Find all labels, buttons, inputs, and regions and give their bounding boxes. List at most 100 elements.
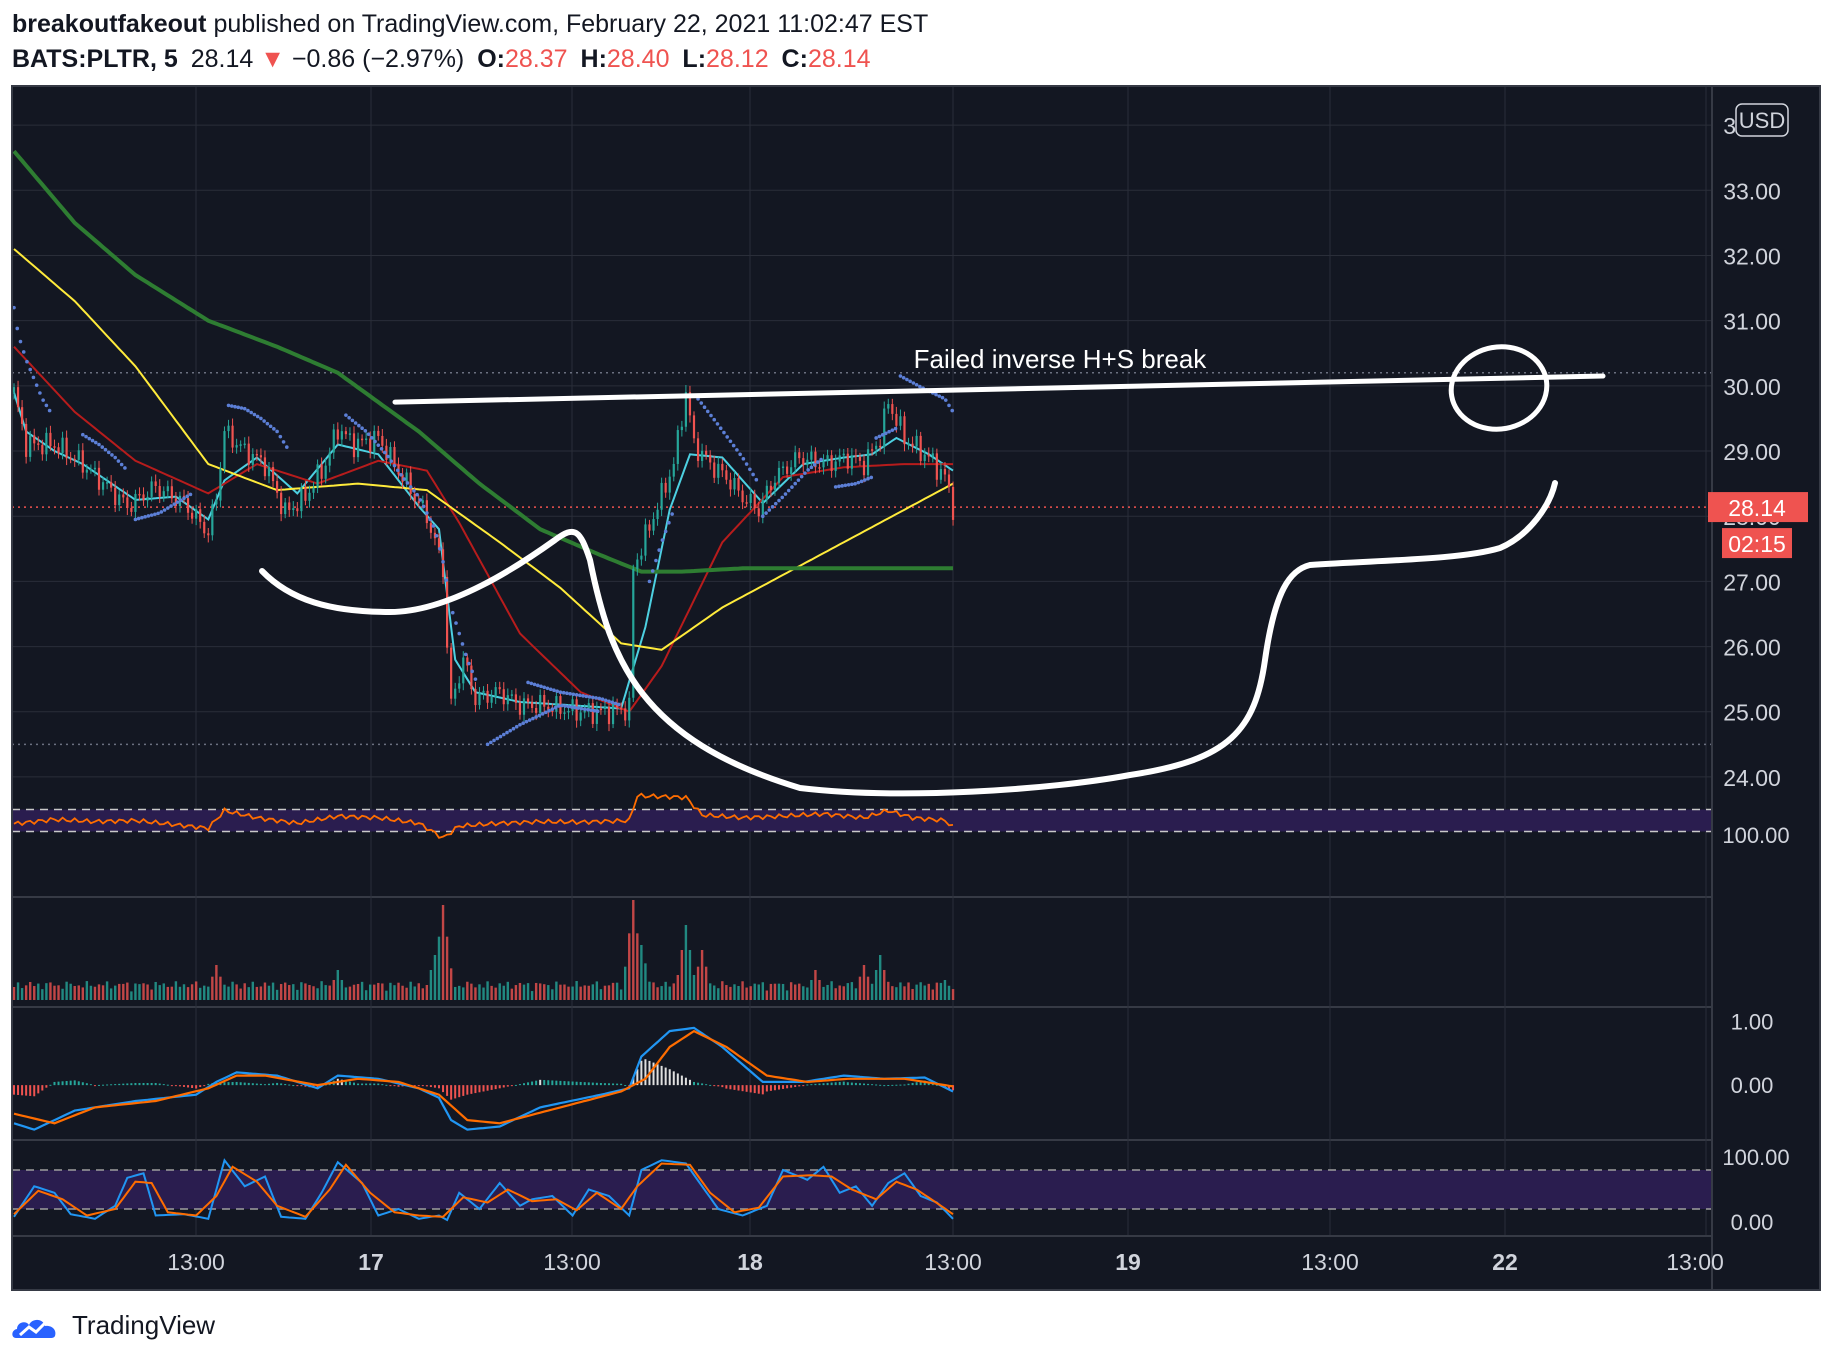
macd-histogram-bar	[490, 1085, 493, 1090]
macd-histogram-bar	[535, 1080, 538, 1086]
psar-dot	[850, 482, 854, 487]
macd-histogram-bar	[935, 1084, 938, 1086]
candle-body	[25, 423, 28, 457]
volume-bar	[65, 981, 68, 1000]
psar-dot	[527, 718, 532, 722]
psar-dot	[610, 700, 615, 705]
psar-dot	[793, 481, 797, 486]
volume-bar	[97, 984, 101, 1000]
volume-bar	[486, 981, 489, 1000]
candle-body	[324, 465, 327, 479]
volume-bar	[547, 985, 550, 1000]
macd-histogram-bar	[587, 1082, 590, 1086]
macd-histogram-bar	[191, 1085, 194, 1088]
macd-histogram-bar	[381, 1084, 384, 1086]
psar-dot	[169, 504, 173, 508]
volume-bar	[725, 985, 728, 1000]
macd-histogram-bar	[773, 1085, 776, 1091]
psar-dot	[149, 513, 154, 517]
volume-bar	[587, 985, 590, 1000]
tradingview-logo-icon	[12, 1319, 56, 1338]
volume-bar	[364, 990, 368, 1000]
volume-bar	[838, 985, 841, 1000]
volume-bar	[858, 976, 862, 1000]
candle-body	[304, 487, 307, 501]
macd-histogram-bar	[93, 1085, 96, 1087]
macd-histogram-bar	[433, 1085, 436, 1088]
psar-dot	[15, 326, 20, 331]
candle-body	[97, 467, 101, 490]
volume-bar	[223, 984, 226, 1000]
psar-dot	[133, 517, 138, 522]
candle-body	[231, 425, 234, 448]
tradingview-branding[interactable]: TradingView	[10, 1308, 215, 1342]
chart-canvas[interactable]: Failed inverse H+S break34.0033.0032.003…	[0, 0, 1832, 1300]
macd-histogram-bar	[838, 1081, 841, 1086]
macd-histogram-bar	[579, 1081, 582, 1086]
volume-bar	[158, 985, 161, 1000]
volume-bar	[818, 980, 821, 1000]
volume-bar	[777, 983, 781, 1000]
psar-dot	[531, 716, 535, 721]
psar-dot	[901, 375, 906, 380]
candle-body	[838, 455, 841, 462]
psar-dot	[229, 404, 234, 408]
volume-bar	[757, 984, 760, 1000]
psar-dot	[460, 642, 465, 646]
volume-bar	[320, 981, 323, 1000]
macd-histogram-bar	[879, 1084, 882, 1086]
candle-body	[875, 445, 878, 450]
psar-dot	[236, 405, 241, 410]
macd-histogram-bar	[385, 1084, 388, 1086]
psar-dot	[405, 481, 410, 485]
volume-bar	[69, 983, 72, 1000]
volume-bar	[397, 982, 400, 1000]
volume-bar	[530, 991, 534, 1000]
candle-body	[603, 706, 607, 710]
volume-bar	[219, 976, 222, 1000]
candle-body	[134, 493, 137, 512]
psar-dot	[887, 429, 891, 434]
psar-dot	[41, 398, 45, 402]
volume-bar	[203, 985, 206, 1000]
psar-dot	[44, 403, 49, 408]
psar-dot	[350, 418, 355, 423]
symbol-label[interactable]: BATS:PLTR, 5	[12, 45, 178, 73]
candle-body	[77, 450, 80, 460]
volume-bar	[676, 975, 680, 1000]
macd-histogram-bar	[644, 1059, 647, 1086]
macd-histogram-bar	[77, 1081, 80, 1086]
macd-histogram-bar	[769, 1085, 772, 1091]
macd-histogram-bar	[353, 1082, 355, 1086]
psar-dot	[557, 704, 561, 708]
psar-dot	[376, 443, 381, 447]
time-tick-label: 19	[1115, 1249, 1141, 1275]
candle-body	[421, 500, 424, 504]
volume-bar	[381, 983, 384, 1000]
candle-body	[717, 463, 720, 478]
volume-bar	[895, 987, 898, 1000]
psar-dot	[950, 408, 955, 413]
macd-histogram-bar	[559, 1080, 562, 1086]
macd-histogram-bar	[344, 1080, 347, 1086]
candle-body	[494, 687, 497, 697]
candle-body	[599, 708, 603, 711]
volume-bar	[510, 988, 514, 1000]
macd-histogram-bar	[668, 1069, 671, 1086]
psar-dot	[278, 434, 283, 439]
volume-bar	[652, 982, 655, 1000]
candle-body	[656, 509, 659, 520]
candle-body	[413, 493, 416, 502]
volume-bar	[733, 984, 736, 1000]
price-tick-label: 29.00	[1723, 439, 1781, 465]
currency-button	[1735, 103, 1789, 137]
volume-bar	[870, 983, 874, 1000]
volume-bar	[628, 933, 631, 1000]
author-name[interactable]: breakoutfakeout	[12, 10, 207, 38]
psar-dot	[584, 694, 589, 699]
macd-histogram-bar	[255, 1083, 258, 1086]
macd-histogram-bar	[162, 1084, 165, 1086]
macd-histogram-bar	[61, 1081, 64, 1086]
candle-body	[360, 438, 364, 441]
volume-bar	[737, 986, 740, 1000]
